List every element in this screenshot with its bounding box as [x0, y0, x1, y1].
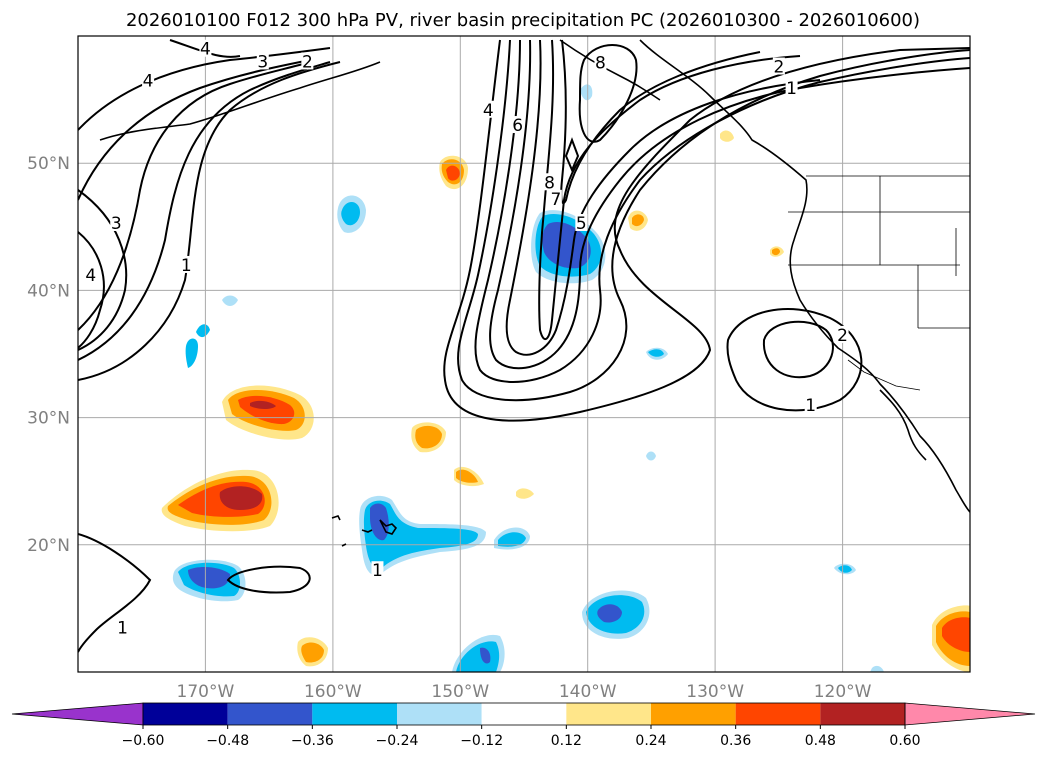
lon-tick-label: 140°W: [559, 682, 617, 702]
contour-label-bg: [804, 395, 817, 413]
colorbar-tick-label: 0.24: [635, 733, 666, 749]
contour-label: 3: [111, 214, 122, 234]
contour-label: 1: [805, 396, 816, 416]
pc-positive-blob: [222, 385, 314, 440]
colorbar-tick-label: −0.12: [460, 733, 503, 749]
colorbar-tick-label: 0.36: [720, 733, 751, 749]
colorbar-tick-label: −0.36: [291, 733, 334, 749]
colorbar-segment: [651, 703, 736, 725]
contour-label-bg: [549, 189, 562, 207]
contour-label: 4: [200, 40, 211, 60]
colorbar-segment: [312, 703, 397, 725]
lat-tick-label: 30°N: [27, 409, 70, 429]
contour-label-bg: [180, 255, 193, 273]
colorbar-tick-label: −0.24: [376, 733, 419, 749]
pv-contours: [78, 39, 970, 653]
colorbar-segment: [820, 703, 905, 725]
lon-tick-label: 170°W: [177, 682, 235, 702]
pc-positive-blob: [161, 469, 279, 532]
contour-label: 3: [257, 52, 268, 72]
lon-tick-label: 160°W: [304, 682, 362, 702]
colorbar-segment: [735, 703, 821, 725]
contour-label: 8: [595, 54, 606, 74]
contour-label: 1: [372, 561, 383, 581]
colorbar-under-extend: [11, 702, 144, 726]
contour-label-bg: [836, 325, 849, 343]
state-borders: [788, 175, 970, 391]
colorbar-segment: [227, 703, 313, 725]
contour-label-bg: [543, 173, 556, 191]
colorbar-segment: [397, 703, 482, 725]
contour-label: 6: [512, 116, 523, 136]
colorbar: −0.60 −0.48 −0.36 −0.24 −0.12 0.12 0.24 0.36 0.4…: [11, 702, 1036, 749]
contour-label: 2: [773, 58, 784, 78]
pc-negative-blob: [359, 495, 486, 576]
colorbar-segment: [481, 703, 567, 725]
lat-tick-label: 20°N: [27, 536, 70, 556]
contour-label-bg: [594, 53, 607, 71]
contour-label: 4: [85, 266, 96, 286]
contour-label: 1: [117, 618, 128, 638]
pc-negative-blob: [172, 559, 246, 602]
colorbar-tick-label: 0.48: [805, 733, 836, 749]
contour-label-bg: [575, 213, 588, 231]
contour-label-bg: [785, 79, 798, 97]
contour-label-bg: [199, 39, 212, 57]
contour-label-bg: [772, 57, 785, 75]
contour-label: 2: [837, 326, 848, 346]
colorbar-tick-label: 0.12: [551, 733, 582, 749]
coastlines: [99, 39, 970, 547]
contour-label: 5: [576, 214, 587, 234]
latitude-labels: 20°N 30°N 40°N 50°N: [27, 154, 70, 556]
map-frame: [77, 35, 971, 673]
colorbar-tick-label: −0.60: [122, 733, 165, 749]
contour-label: 1: [181, 256, 192, 276]
chart-title: 2026010100 F012 300 hPa PV, river basin …: [126, 10, 920, 31]
lat-tick-label: 40°N: [27, 281, 70, 301]
contour-label-bg: [511, 116, 524, 134]
pc-negative-blob: [582, 590, 650, 639]
lon-tick-label: 120°W: [814, 682, 872, 702]
contour-label-bg: [371, 561, 384, 579]
contour-label-bg: [482, 100, 495, 118]
map-gridlines: [78, 36, 970, 672]
colorbar-tick-label: −0.48: [206, 733, 249, 749]
lon-tick-label: 130°W: [686, 682, 744, 702]
contour-label: 7: [550, 190, 561, 210]
contour-label: 1: [786, 79, 797, 99]
lon-tick-label: 150°W: [431, 682, 489, 702]
longitude-labels: 170°W 160°W 150°W 140°W 130°W 120°W: [177, 682, 872, 702]
contour-label-bg: [116, 618, 129, 636]
colorbar-segment: [143, 703, 228, 725]
contour-label-bg: [84, 266, 97, 284]
colorbar-frame: [142, 702, 906, 726]
contour-label: 8: [544, 173, 555, 193]
colorbar-over-extend: [904, 702, 1036, 726]
colorbar-segment: [566, 703, 651, 725]
contour-label: 4: [143, 72, 154, 92]
pc-negative-blob: [452, 634, 505, 672]
lat-tick-label: 50°N: [27, 154, 70, 174]
contour-label-bg: [256, 52, 269, 70]
contour-label-bg: [110, 213, 123, 231]
colorbar-tick-label: 0.60: [889, 733, 920, 749]
contour-label-bg: [301, 52, 314, 70]
contour-label: 2: [302, 52, 313, 72]
contour-label: 4: [483, 101, 494, 121]
contour-label-bg: [142, 71, 155, 89]
